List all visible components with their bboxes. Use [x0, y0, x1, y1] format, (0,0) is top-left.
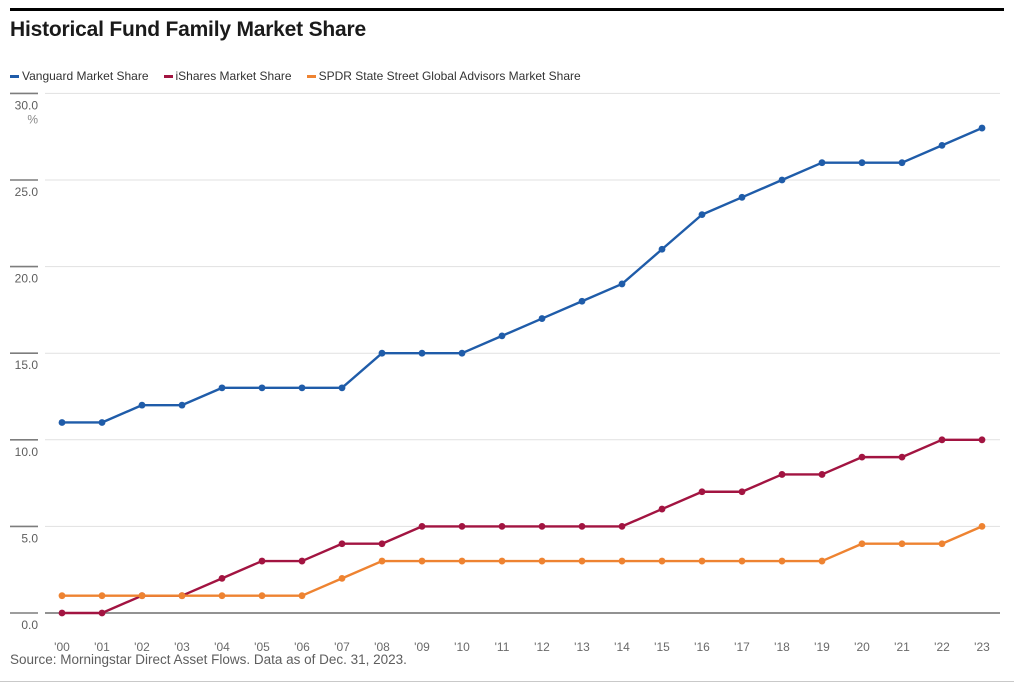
svg-text:'14: '14 — [614, 640, 630, 654]
svg-text:'22: '22 — [934, 640, 950, 654]
svg-text:'02: '02 — [134, 640, 150, 654]
svg-text:'01: '01 — [94, 640, 110, 654]
svg-text:25.0: 25.0 — [15, 185, 39, 199]
legend-label-ishares: iShares Market Share — [175, 69, 292, 83]
svg-text:'11: '11 — [495, 640, 510, 654]
legend-label-vanguard: Vanguard Market Share — [22, 69, 149, 83]
svg-text:'20: '20 — [854, 640, 870, 654]
svg-text:0.0: 0.0 — [21, 618, 38, 632]
page-title: Historical Fund Family Market Share — [10, 18, 366, 41]
svg-text:'15: '15 — [654, 640, 670, 654]
svg-text:'19: '19 — [814, 640, 830, 654]
chart-legend: Vanguard Market Share iShares Market Sha… — [10, 69, 581, 83]
svg-text:'08: '08 — [374, 640, 390, 654]
vanguard-line-swatch-icon — [10, 74, 19, 78]
bottom-rule — [0, 681, 1014, 682]
svg-text:%: % — [27, 112, 38, 126]
source-note: Source: Morningstar Direct Asset Flows. … — [10, 652, 407, 667]
svg-text:'09: '09 — [414, 640, 430, 654]
svg-text:'05: '05 — [254, 640, 270, 654]
svg-text:20.0: 20.0 — [15, 272, 39, 286]
top-rule — [10, 8, 1004, 11]
legend-item-spdr: SPDR State Street Global Advisors Market… — [306, 69, 581, 83]
svg-text:'17: '17 — [734, 640, 750, 654]
svg-text:30.0: 30.0 — [15, 98, 39, 112]
svg-text:5.0: 5.0 — [21, 531, 38, 545]
legend-label-spdr: SPDR State Street Global Advisors Market… — [318, 69, 581, 83]
svg-text:10.0: 10.0 — [15, 445, 39, 459]
svg-text:'18: '18 — [774, 640, 790, 654]
svg-text:'00: '00 — [54, 640, 70, 654]
svg-text:'16: '16 — [694, 640, 710, 654]
svg-text:'03: '03 — [174, 640, 190, 654]
svg-text:15.0: 15.0 — [15, 358, 39, 372]
svg-text:'12: '12 — [534, 640, 550, 654]
svg-text:'06: '06 — [294, 640, 310, 654]
legend-item-ishares: iShares Market Share — [163, 69, 292, 83]
svg-text:'21: '21 — [894, 640, 910, 654]
svg-text:'04: '04 — [214, 640, 230, 654]
ishares-line-swatch-icon — [163, 74, 173, 78]
spdr-line-swatch-icon — [306, 74, 316, 78]
svg-text:'07: '07 — [334, 640, 350, 654]
legend-item-vanguard: Vanguard Market Share — [10, 69, 149, 83]
svg-text:'13: '13 — [574, 640, 590, 654]
svg-text:'23: '23 — [974, 640, 990, 654]
svg-text:'10: '10 — [454, 640, 470, 654]
